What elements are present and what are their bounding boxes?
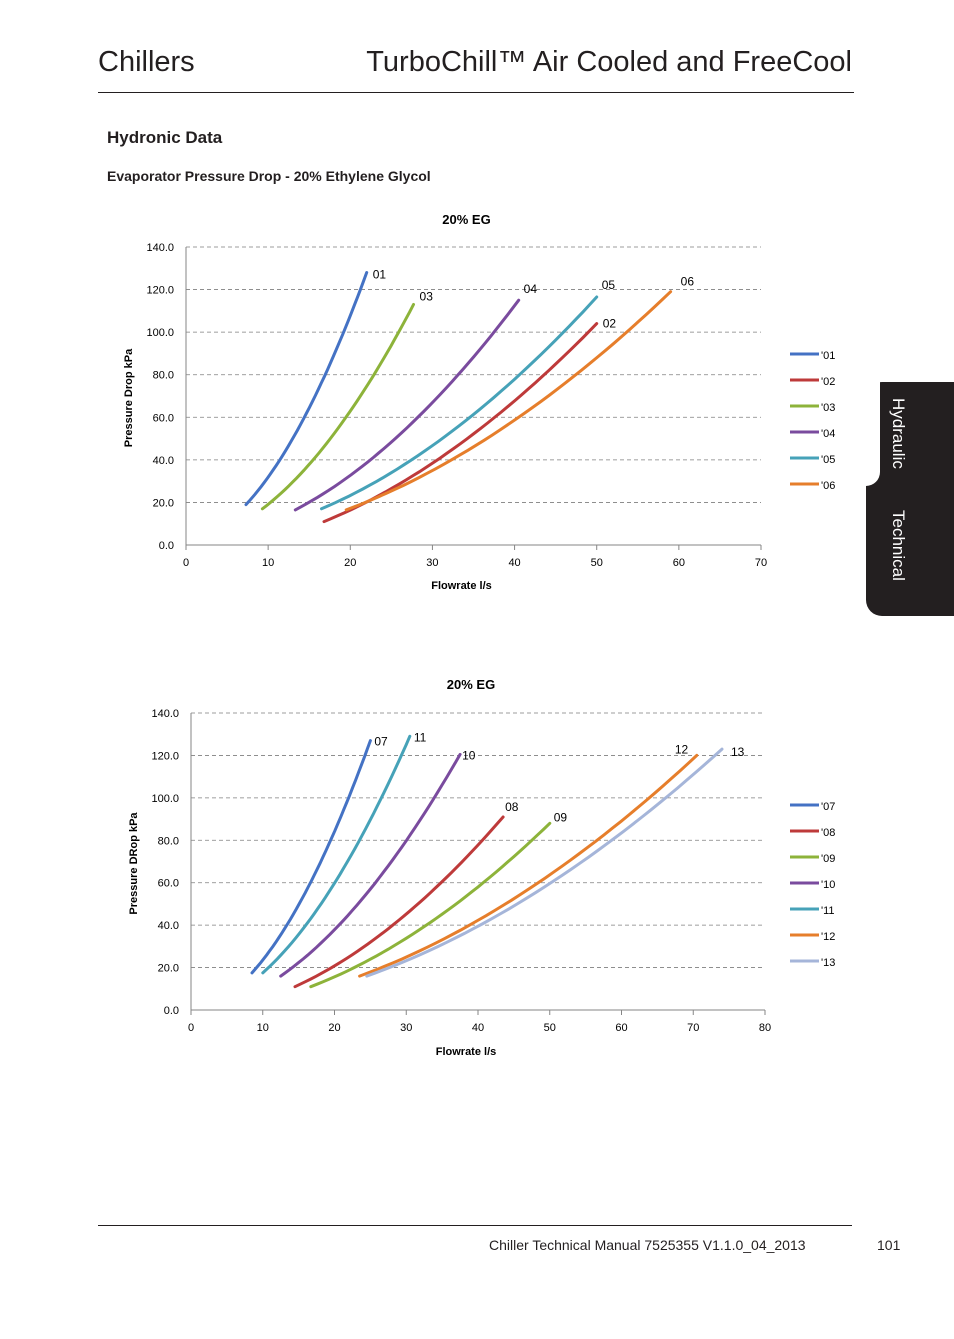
y-tick-label: 20.0 <box>153 497 174 509</box>
series-label-09: 09 <box>554 810 568 824</box>
y-tick-label: 0.0 <box>164 1005 179 1017</box>
series-line-12 <box>358 753 699 978</box>
series-line-11 <box>261 734 412 975</box>
legend-label-01: '01 <box>821 350 835 362</box>
side-tab-notch <box>866 382 880 486</box>
side-tab-hydraulic-label: Hydraulic <box>889 398 908 469</box>
series-label-07: 07 <box>374 735 388 749</box>
pressure-drop-chart-1: 20% EG 0.0 20.0 40.0 60.0 80.0 100.0 120.0 140.0… <box>123 212 835 592</box>
series-line-04 <box>293 298 521 512</box>
footer-rule <box>98 1225 852 1226</box>
x-tick-label: 30 <box>400 1022 412 1034</box>
x-tick-label: 70 <box>687 1022 699 1034</box>
y-tick-label: 80.0 <box>158 835 179 847</box>
series-line-06 <box>344 290 673 512</box>
series-line-10 <box>279 752 462 978</box>
y-tick-label: 140.0 <box>151 708 179 720</box>
legend-label-04: '04 <box>821 428 835 440</box>
y-tick-label: 80.0 <box>153 370 174 382</box>
x-axis-label: Flowrate l/s <box>436 1046 497 1058</box>
x-axis-label: Flowrate l/s <box>431 580 492 592</box>
x-tick-label: 20 <box>328 1022 340 1034</box>
y-tick-label: 120.0 <box>151 750 179 762</box>
x-tick-label: 50 <box>544 1022 556 1034</box>
legend-label-13: '13 <box>821 957 835 969</box>
chart-title: 20% EG <box>442 212 490 227</box>
x-tick-label: 60 <box>673 557 685 569</box>
series-label-06: 06 <box>681 275 695 289</box>
x-tick-label: 40 <box>472 1022 484 1034</box>
header-right-title: TurboChill™ Air Cooled and FreeCool <box>366 46 852 78</box>
x-tick-label: 40 <box>508 557 520 569</box>
legend-label-02: '02 <box>821 376 835 388</box>
chart-section-subtitle: Evaporator Pressure Drop - 20% Ethylene … <box>107 168 431 184</box>
x-tick-label: 50 <box>591 557 603 569</box>
series-line-03 <box>260 303 415 511</box>
x-tick-label: 10 <box>257 1022 269 1034</box>
series-label-11: 11 <box>414 730 427 744</box>
legend-label-03: '03 <box>821 402 835 414</box>
series-label-10: 10 <box>462 748 476 762</box>
side-tab[interactable] <box>866 382 954 616</box>
header-rule <box>98 92 854 93</box>
series-line-01 <box>244 271 369 507</box>
legend-label-07: '07 <box>821 801 835 813</box>
series-line-05 <box>320 295 599 511</box>
series-label-13: 13 <box>731 745 745 759</box>
y-tick-label: 100.0 <box>146 327 174 339</box>
x-tick-label: 0 <box>183 557 189 569</box>
y-tick-label: 60.0 <box>153 412 174 424</box>
x-tick-label: 70 <box>755 557 767 569</box>
y-tick-label: 100.0 <box>151 793 179 805</box>
series-label-01: 01 <box>373 268 387 282</box>
legend-label-06: '06 <box>821 480 835 492</box>
legend-label-09: '09 <box>821 853 835 865</box>
series-line-07 <box>250 739 372 975</box>
series-label-12: 12 <box>675 742 689 756</box>
series-line-09 <box>309 821 552 989</box>
y-tick-label: 20.0 <box>158 963 179 975</box>
series-label-05: 05 <box>602 278 616 292</box>
legend-label-12: '12 <box>821 931 835 943</box>
y-tick-label: 40.0 <box>153 455 174 467</box>
x-tick-label: 20 <box>344 557 356 569</box>
y-axis-label: Pressure DRop kPa <box>128 812 140 915</box>
y-tick-label: 120.0 <box>146 285 174 297</box>
y-tick-label: 0.0 <box>159 540 174 552</box>
series-label-04: 04 <box>524 282 538 296</box>
legend-label-10: '10 <box>821 879 835 891</box>
footer-page-number: 101 <box>877 1237 901 1253</box>
legend-label-08: '08 <box>821 827 835 839</box>
x-tick-label: 0 <box>188 1022 194 1034</box>
series-label-03: 03 <box>420 289 434 303</box>
footer-text: Chiller Technical Manual 7525355 V1.1.0_… <box>489 1237 806 1253</box>
y-tick-label: 140.0 <box>146 242 174 254</box>
x-tick-label: 60 <box>615 1022 627 1034</box>
header-left-title: Chillers <box>98 46 195 78</box>
chart-title: 20% EG <box>447 677 495 692</box>
series-label-08: 08 <box>505 800 519 814</box>
y-tick-label: 40.0 <box>158 920 179 932</box>
series-line-08 <box>293 815 505 989</box>
side-tab-technical-label: Technical <box>889 510 908 581</box>
x-tick-label: 30 <box>426 557 438 569</box>
x-tick-label: 80 <box>759 1022 771 1034</box>
y-axis-label: Pressure Drop kPa <box>123 348 135 447</box>
x-tick-label: 10 <box>262 557 274 569</box>
section-title: Hydronic Data <box>107 128 223 147</box>
legend-label-05: '05 <box>821 454 835 466</box>
legend-label-11: '11 <box>821 905 835 917</box>
pressure-drop-chart-2: 20% EG 0.0 20.0 40.0 60.0 80.0 100.0 120.0 140.0… <box>128 677 835 1058</box>
y-tick-label: 60.0 <box>158 878 179 890</box>
series-label-02: 02 <box>603 317 617 331</box>
series-line-13 <box>365 747 724 978</box>
